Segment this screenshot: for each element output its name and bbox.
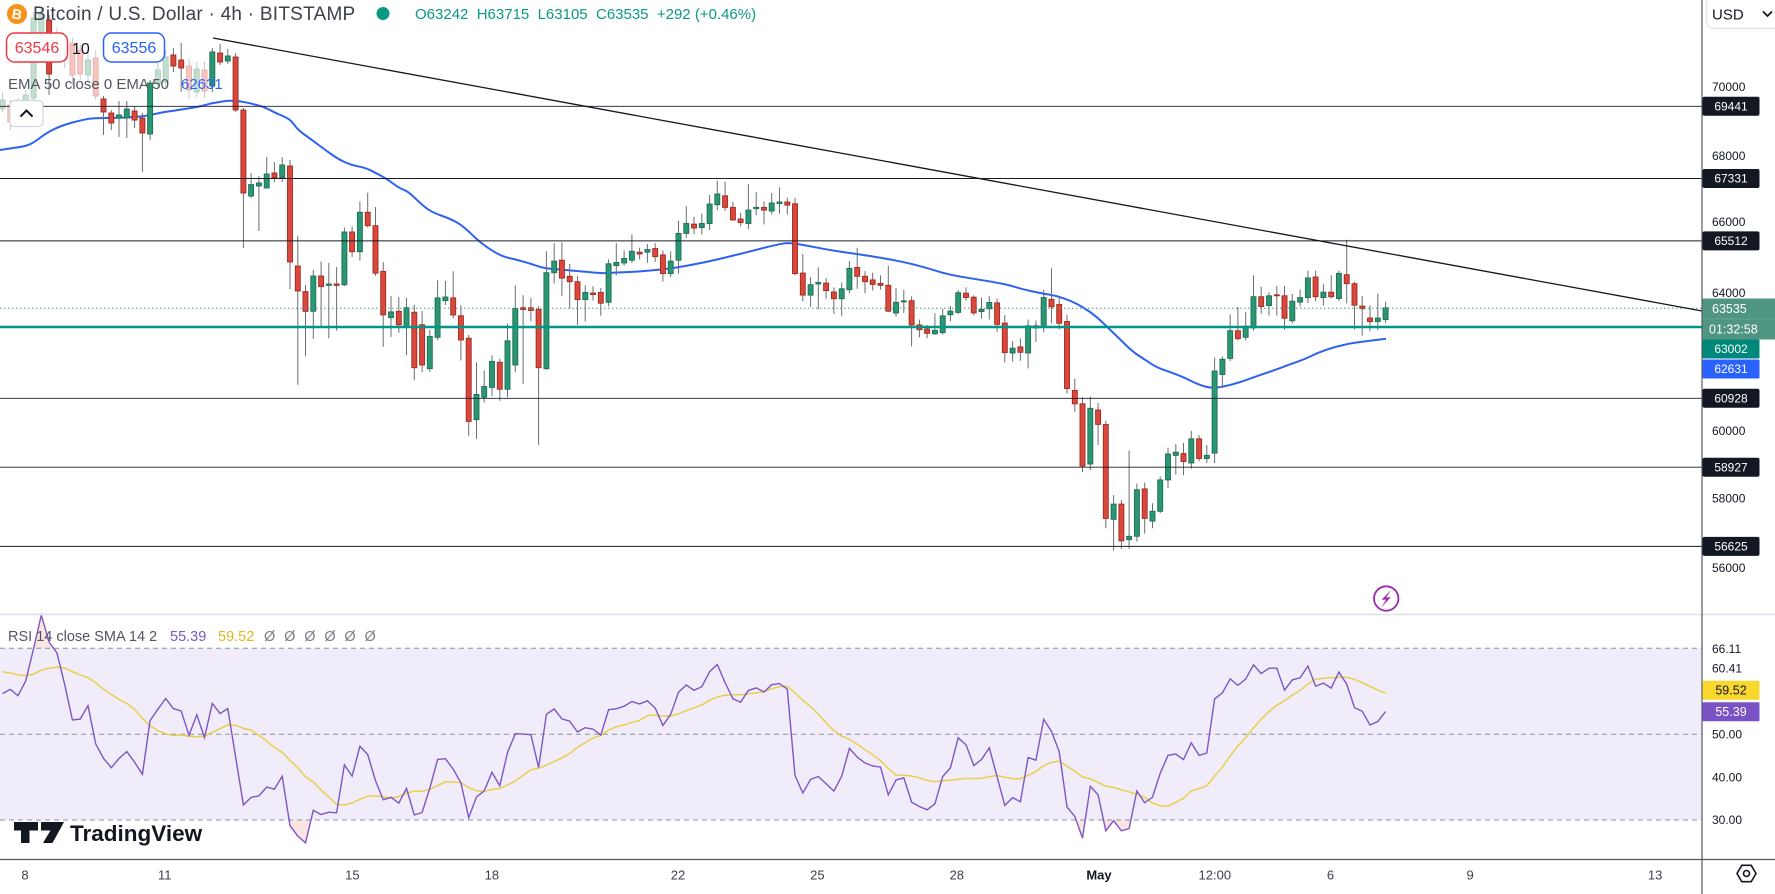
svg-text:63002: 63002: [1714, 342, 1748, 356]
svg-text:60928: 60928: [1714, 392, 1748, 406]
svg-text:8: 8: [21, 868, 28, 883]
svg-text:6: 6: [1327, 868, 1334, 883]
svg-text:58927: 58927: [1714, 460, 1748, 474]
svg-text:55.39: 55.39: [170, 629, 206, 645]
svg-text:62631: 62631: [1714, 362, 1748, 376]
svg-text:67331: 67331: [1714, 172, 1748, 186]
svg-text:63556: 63556: [112, 40, 157, 57]
svg-text:63546: 63546: [15, 40, 60, 57]
svg-text:10: 10: [72, 41, 90, 58]
svg-text:66.11: 66.11: [1712, 642, 1741, 656]
svg-text:66000: 66000: [1712, 215, 1746, 229]
svg-text:28: 28: [950, 868, 964, 883]
svg-text:EMA 50 close 0 EMA 50: EMA 50 close 0 EMA 50: [8, 76, 169, 93]
svg-text:May: May: [1086, 868, 1112, 883]
svg-text:65512: 65512: [1714, 234, 1748, 248]
svg-text:50.00: 50.00: [1712, 728, 1742, 742]
svg-text:15: 15: [345, 868, 359, 883]
svg-text:30.00: 30.00: [1712, 813, 1742, 827]
svg-text:Bitcoin / U.S. Dollar · 4h · B: Bitcoin / U.S. Dollar · 4h · BITSTAMP: [33, 4, 355, 25]
svg-text:70000: 70000: [1712, 80, 1746, 94]
svg-text:59.52: 59.52: [1715, 684, 1746, 698]
svg-text:13: 13: [1648, 868, 1662, 883]
svg-text:B: B: [10, 5, 23, 23]
svg-text:Ø Ø Ø Ø Ø Ø: Ø Ø Ø Ø Ø Ø: [264, 629, 378, 645]
svg-text:TradingView: TradingView: [70, 821, 203, 846]
svg-text:60.41: 60.41: [1712, 662, 1742, 676]
svg-text:60000: 60000: [1712, 424, 1746, 438]
svg-text:18: 18: [485, 868, 499, 883]
svg-text:59.52: 59.52: [218, 629, 254, 645]
svg-text:01:32:58: 01:32:58: [1709, 323, 1758, 337]
svg-text:58000: 58000: [1712, 492, 1746, 506]
svg-text:12:00: 12:00: [1199, 868, 1232, 883]
svg-text:62631: 62631: [181, 76, 223, 93]
svg-text:25: 25: [810, 868, 824, 883]
svg-text:40.00: 40.00: [1712, 770, 1742, 784]
svg-text:64000: 64000: [1712, 286, 1746, 300]
svg-text:11: 11: [158, 868, 172, 883]
svg-text:63535: 63535: [1712, 302, 1747, 316]
svg-text:55.39: 55.39: [1715, 705, 1746, 719]
svg-text:9: 9: [1466, 868, 1473, 883]
svg-text:22: 22: [671, 868, 685, 883]
svg-text:O63242 H63715 L63105 C63535: O63242 H63715 L63105 C63535 +292 (+0.46%…: [415, 6, 756, 23]
svg-text:USD: USD: [1712, 7, 1744, 24]
svg-text:56625: 56625: [1714, 540, 1748, 554]
svg-text:RSI 14 close SMA 14 2: RSI 14 close SMA 14 2: [8, 629, 157, 645]
svg-text:68000: 68000: [1712, 149, 1746, 163]
svg-text:56000: 56000: [1712, 561, 1746, 575]
svg-text:69441: 69441: [1714, 100, 1748, 114]
